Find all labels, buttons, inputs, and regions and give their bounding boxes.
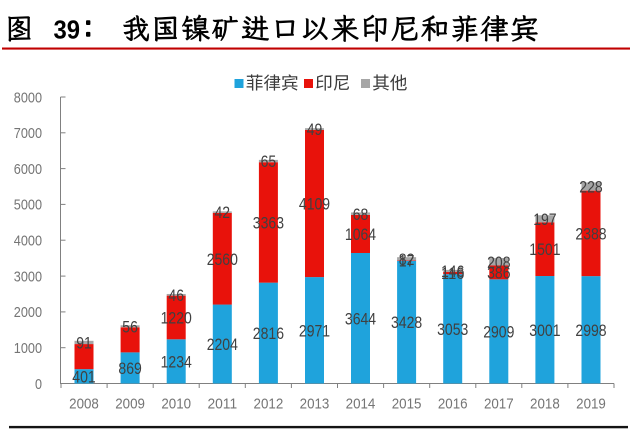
svg-text:1234: 1234 [161,353,192,372]
svg-text:3053: 3053 [437,320,468,339]
svg-text:2015: 2015 [392,395,422,412]
svg-text:2016: 2016 [438,395,468,412]
svg-text:1000: 1000 [14,341,42,357]
svg-text:1064: 1064 [345,225,376,244]
svg-text:2008: 2008 [69,395,99,412]
svg-text:869: 869 [118,359,141,378]
svg-text:2560: 2560 [207,250,238,269]
svg-text:4000: 4000 [14,234,42,250]
svg-text:3000: 3000 [14,269,42,285]
svg-text:146: 146 [441,262,464,281]
svg-text:2816: 2816 [253,324,284,343]
svg-text:228: 228 [579,178,602,197]
svg-text:46: 46 [168,286,184,305]
svg-text:3428: 3428 [391,313,422,332]
svg-text:2014: 2014 [346,395,376,412]
svg-text:7000: 7000 [14,126,42,142]
svg-text:2019: 2019 [576,395,606,412]
svg-text:0: 0 [35,377,42,393]
svg-text:6000: 6000 [14,162,42,178]
svg-text:2011: 2011 [207,395,237,412]
svg-text:401: 401 [72,367,95,386]
svg-text:2998: 2998 [575,321,606,340]
svg-text:208: 208 [487,253,510,272]
svg-text:2000: 2000 [14,305,42,321]
svg-text:2204: 2204 [207,335,238,354]
svg-text:2013: 2013 [300,395,330,412]
svg-text:42: 42 [215,203,231,222]
svg-text:82: 82 [399,250,415,269]
svg-text:2009: 2009 [115,395,145,412]
svg-text:2017: 2017 [484,395,514,412]
svg-text:2388: 2388 [575,225,606,244]
svg-text:2018: 2018 [530,395,560,412]
svg-text:2010: 2010 [161,395,191,412]
svg-text:1501: 1501 [529,240,560,259]
svg-text:2012: 2012 [254,395,284,412]
svg-text:116: 116 [441,264,464,283]
svg-text:2971: 2971 [299,321,330,340]
svg-text:56: 56 [122,317,138,336]
svg-text:2909: 2909 [483,323,514,342]
svg-text:8000: 8000 [14,90,42,106]
svg-text:3363: 3363 [253,214,284,233]
svg-text:65: 65 [261,152,277,171]
svg-text:39: 39 [54,15,81,45]
svg-text:386: 386 [487,264,510,283]
svg-text:49: 49 [307,120,323,139]
svg-text:5000: 5000 [14,198,42,214]
svg-text:3001: 3001 [529,321,560,340]
svg-text:4109: 4109 [299,195,330,214]
svg-text:197: 197 [533,210,556,229]
svg-text:91: 91 [76,334,92,353]
svg-text:17: 17 [399,252,415,271]
svg-text:68: 68 [353,205,369,224]
svg-text:3644: 3644 [345,309,376,328]
svg-text:1220: 1220 [161,309,192,328]
